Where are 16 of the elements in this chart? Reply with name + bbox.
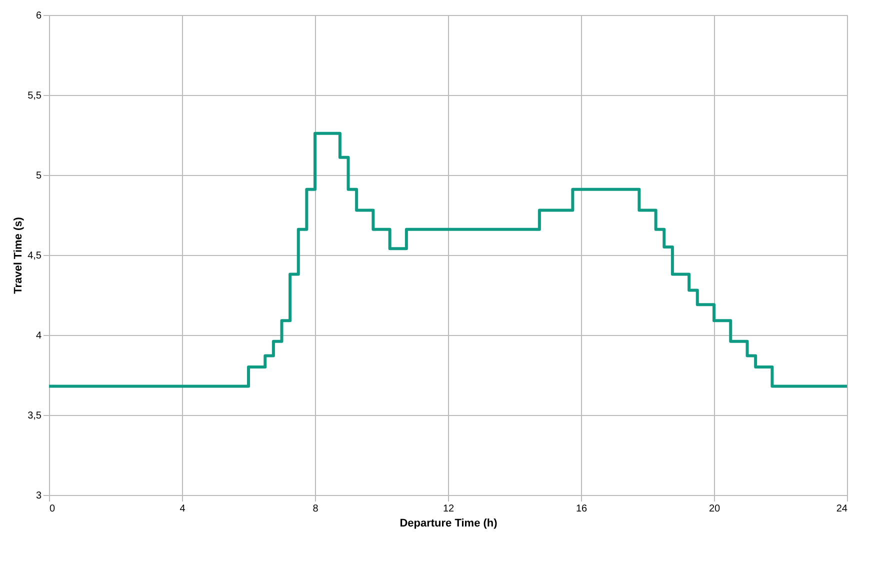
x-tick-label: 4 — [180, 504, 186, 514]
x-tick-label: 24 — [836, 504, 848, 514]
x-axis-title: Departure Time (h) — [400, 518, 498, 530]
y-tick-label: 5,5 — [28, 90, 42, 102]
y-tick-label: 3,5 — [28, 410, 42, 422]
x-tick-label: 20 — [708, 504, 720, 514]
x-tick-label: 12 — [442, 504, 454, 514]
y-tick-label: 3 — [36, 490, 42, 502]
y-tick-label: 4 — [36, 330, 42, 342]
x-tick-label: 0 — [50, 504, 56, 514]
y-tick-label: 5 — [36, 170, 42, 182]
y-tick-label: 4,5 — [28, 250, 42, 262]
y-axis-title: Travel Time (s) — [12, 216, 25, 294]
x-tick-label: 8 — [312, 504, 319, 514]
y-tick-label: 6 — [36, 10, 42, 22]
x-tick-label: 16 — [576, 504, 588, 514]
